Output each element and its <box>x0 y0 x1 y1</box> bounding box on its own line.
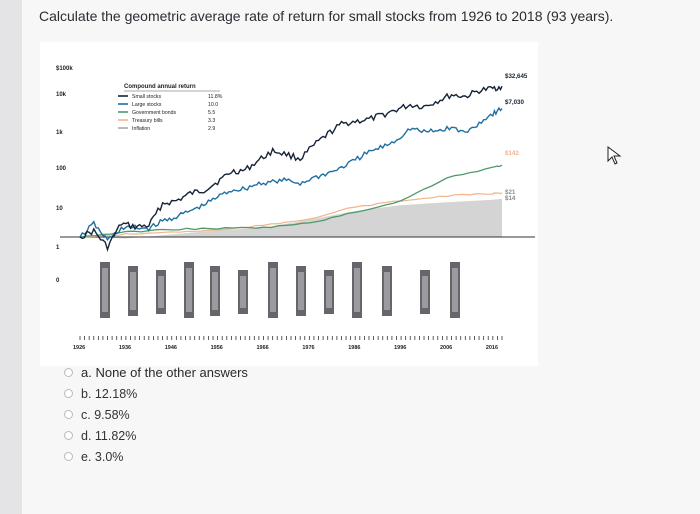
event-panel-text <box>240 276 246 308</box>
government-bonds-line <box>79 164 503 238</box>
event-panel <box>352 262 362 318</box>
event-panel <box>100 262 110 318</box>
event-panel <box>268 262 278 318</box>
event-panel <box>156 270 166 314</box>
legend-value: 10.0 <box>208 102 218 108</box>
choice-b-label: b. 12.18% <box>81 386 138 401</box>
series-end-label: $142 <box>505 150 519 157</box>
x-tick-label: 1946 <box>165 345 177 351</box>
event-panel <box>128 266 138 316</box>
event-panel-text <box>186 268 192 312</box>
y-tick-label: 10 <box>56 206 63 212</box>
event-panel-text <box>158 276 164 308</box>
y-tick-label: 1 <box>56 245 60 251</box>
series-end-label: $7,030 <box>505 99 524 106</box>
series-end-label: $14 <box>505 195 516 202</box>
event-panel-text <box>102 268 108 312</box>
x-tick-label: 1936 <box>119 345 131 351</box>
quiz-page: Calculate the geometric average rate of … <box>22 0 700 514</box>
x-tick-label: 1926 <box>73 345 85 351</box>
choice-b[interactable]: b. 12.18% <box>64 383 364 404</box>
question-text: Calculate the geometric average rate of … <box>39 8 614 24</box>
event-panel-text <box>212 272 218 310</box>
x-tick-label: 1996 <box>394 345 406 351</box>
event-panel-text <box>384 272 390 310</box>
event-panel-text <box>452 268 458 312</box>
radio-e[interactable] <box>64 452 73 461</box>
returns-chart: $100k10k1k1001010$32,645$7,030$142$21$14… <box>56 66 535 351</box>
y-tick-label: $100k <box>56 66 73 72</box>
radio-b[interactable] <box>64 389 73 398</box>
event-panel-text <box>298 272 304 310</box>
legend-label: Government bonds <box>132 110 177 116</box>
radio-d[interactable] <box>64 431 73 440</box>
event-panel <box>420 270 430 314</box>
event-panel <box>210 266 220 316</box>
legend-title: Compound annual return <box>124 84 196 90</box>
choice-a-label: a. None of the other answers <box>81 365 248 380</box>
radio-c[interactable] <box>64 410 73 419</box>
legend-value: 2.9 <box>208 126 215 132</box>
event-panel <box>382 266 392 316</box>
legend-value: 3.3 <box>208 118 215 124</box>
inflation-area <box>80 198 502 239</box>
x-tick-label: 1986 <box>348 345 360 351</box>
choice-e[interactable]: e. 3.0% <box>64 446 364 467</box>
small-stocks-line <box>79 85 503 253</box>
series-end-label: $32,645 <box>505 73 528 80</box>
x-tick-label: 2006 <box>440 345 452 351</box>
event-panel-text <box>270 268 276 312</box>
event-panel <box>324 270 334 314</box>
legend-label: Large stocks <box>132 102 162 108</box>
event-panel <box>296 266 306 316</box>
x-tick-label: 2016 <box>486 345 498 351</box>
legend-value: 11.8% <box>208 94 223 100</box>
mouse-pointer-icon <box>607 146 622 165</box>
event-panel-text <box>422 276 428 308</box>
choice-e-label: e. 3.0% <box>81 449 124 464</box>
returns-chart-image: $100k 10k 1k 100 10 1 0 $32,645 $7,030 $142 $21 $14… <box>40 42 538 366</box>
event-panel-text <box>326 276 332 308</box>
legend-label: Inflation <box>132 126 150 132</box>
choice-a[interactable]: a. None of the other answers <box>64 362 364 383</box>
y-tick-label: 0 <box>56 278 60 284</box>
large-stocks-line <box>79 106 503 242</box>
choice-c-label: c. 9.58% <box>81 407 130 422</box>
y-tick-label: 100 <box>56 166 67 172</box>
event-panel-text <box>130 272 136 310</box>
x-tick-label: 1966 <box>256 345 268 351</box>
y-tick-label: 1k <box>56 130 63 136</box>
event-panel-text <box>354 268 360 312</box>
legend-value: 5.5 <box>208 110 215 116</box>
choice-c[interactable]: c. 9.58% <box>64 404 364 425</box>
y-tick-label: 10k <box>56 92 67 98</box>
event-panel <box>238 270 248 314</box>
event-panel <box>184 262 194 318</box>
answer-choices: a. None of the other answers b. 12.18% c… <box>64 362 364 467</box>
choice-d-label: d. 11.82% <box>81 428 137 443</box>
series-end-label: $21 <box>505 189 516 196</box>
legend-label: Small stocks <box>132 94 162 100</box>
legend-label: Treasury bills <box>132 118 163 124</box>
choice-d[interactable]: d. 11.82% <box>64 425 364 446</box>
x-tick-label: 1976 <box>302 345 314 351</box>
radio-a[interactable] <box>64 368 73 377</box>
x-tick-label: 1956 <box>211 345 223 351</box>
treasury-bills-line <box>79 192 503 238</box>
event-panel <box>450 262 460 318</box>
